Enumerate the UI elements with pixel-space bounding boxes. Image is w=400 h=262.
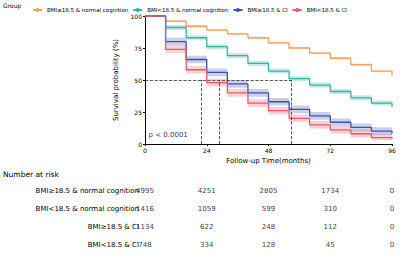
svg-text:1416: 1416	[136, 205, 154, 213]
svg-text:1059: 1059	[198, 205, 216, 213]
svg-text:96: 96	[388, 147, 396, 154]
svg-text:334: 334	[200, 241, 214, 249]
svg-text:BMI≥18.5 & CI: BMI≥18.5 & CI	[88, 223, 139, 231]
svg-text:BMI<18.5 & normal cognition: BMI<18.5 & normal cognition	[147, 7, 229, 14]
svg-text:BMI≥18.5 & normal cognition: BMI≥18.5 & normal cognition	[47, 7, 129, 14]
svg-text:0: 0	[138, 141, 142, 148]
svg-text:Survival probability (%): Survival probability (%)	[112, 39, 120, 121]
svg-text:100: 100	[131, 13, 143, 20]
svg-text:1134: 1134	[136, 223, 154, 231]
svg-text:0: 0	[143, 147, 147, 154]
svg-text:0: 0	[390, 205, 394, 213]
svg-text:2805: 2805	[260, 187, 278, 195]
svg-text:1734: 1734	[321, 187, 339, 195]
svg-text:310: 310	[324, 205, 337, 213]
svg-text:128: 128	[262, 241, 275, 249]
svg-text:50: 50	[134, 77, 142, 84]
svg-text:48: 48	[265, 147, 273, 154]
svg-text:599: 599	[262, 205, 275, 213]
svg-text:45: 45	[326, 241, 335, 249]
svg-text:0: 0	[390, 187, 394, 195]
svg-text:Follow-up Time(months): Follow-up Time(months)	[226, 157, 311, 165]
svg-text:72: 72	[326, 147, 334, 154]
svg-text:622: 622	[200, 223, 213, 231]
svg-text:112: 112	[324, 223, 337, 231]
svg-text:4995: 4995	[136, 187, 154, 195]
svg-text:BMI<18.5 & CI: BMI<18.5 & CI	[307, 7, 348, 13]
svg-text:BMI<18.5 & CI: BMI<18.5 & CI	[88, 241, 139, 249]
svg-text:4251: 4251	[198, 187, 216, 195]
svg-text:BMI<18.5 & normal cognition: BMI<18.5 & normal cognition	[36, 205, 139, 213]
svg-text:24: 24	[203, 147, 211, 154]
svg-text:Group: Group	[3, 2, 21, 10]
svg-text:0: 0	[390, 241, 394, 249]
svg-text:748: 748	[138, 241, 151, 249]
svg-text:0: 0	[390, 223, 394, 231]
svg-text:Number at risk: Number at risk	[3, 170, 60, 179]
svg-text:248: 248	[262, 223, 275, 231]
svg-text:p < 0.0001: p < 0.0001	[149, 131, 188, 139]
svg-text:25: 25	[134, 109, 142, 116]
svg-text:BMI≥18.5 & normal cognition: BMI≥18.5 & normal cognition	[36, 187, 139, 195]
svg-text:BMI≥18.5 & CI: BMI≥18.5 & CI	[247, 7, 288, 13]
svg-text:75: 75	[134, 45, 142, 52]
